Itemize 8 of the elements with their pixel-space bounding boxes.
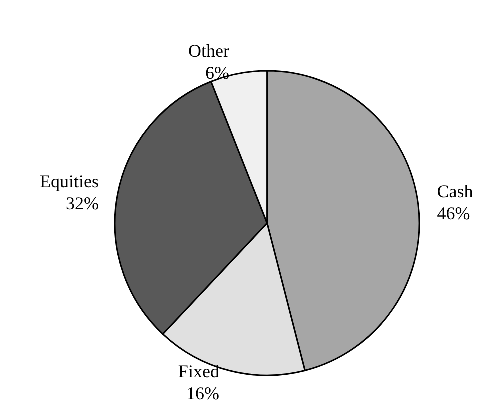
slice-label: Equities xyxy=(40,172,99,192)
slice-label: Other xyxy=(188,40,230,61)
data-label: 6% xyxy=(206,62,230,83)
data-label: 46% xyxy=(437,204,470,224)
slice-label: Cash xyxy=(437,182,474,202)
data-label: 32% xyxy=(66,194,99,214)
slice-label: Fixed xyxy=(178,361,220,382)
data-label: 16% xyxy=(186,383,220,404)
